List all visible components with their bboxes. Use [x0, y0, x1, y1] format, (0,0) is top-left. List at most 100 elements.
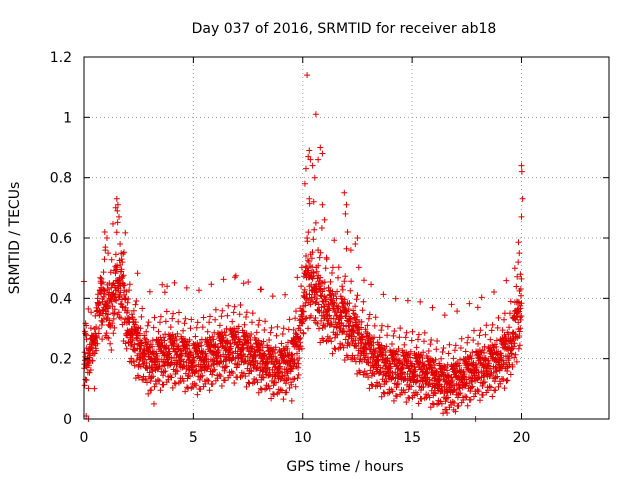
- data-point: [489, 393, 496, 400]
- data-point: [511, 343, 517, 350]
- data-point: [412, 366, 419, 373]
- data-point: [247, 367, 253, 374]
- data-point: [329, 270, 335, 276]
- data-point: [449, 377, 456, 384]
- data-point: [429, 304, 436, 311]
- data-point: [151, 314, 158, 321]
- data-point: [450, 388, 457, 395]
- data-point: [82, 376, 89, 383]
- data-point: [479, 347, 486, 354]
- data-point: [335, 274, 341, 281]
- data-point: [178, 351, 185, 357]
- data-point: [511, 354, 518, 361]
- data-point: [329, 264, 336, 271]
- data-point: [293, 308, 299, 315]
- data-point: [99, 336, 106, 343]
- data-point: [317, 144, 324, 151]
- data-point: [282, 291, 289, 298]
- data-point: [94, 340, 101, 347]
- data-point: [351, 354, 358, 361]
- data-point: [445, 350, 452, 357]
- data-point: [130, 358, 137, 365]
- data-point: [81, 349, 88, 356]
- data-point: [119, 259, 126, 266]
- data-point: [342, 336, 349, 343]
- data-point: [511, 265, 518, 272]
- data-point: [339, 283, 346, 290]
- data-point: [112, 296, 119, 303]
- data-point: [187, 373, 193, 380]
- data-point: [285, 339, 291, 346]
- data-point: [434, 338, 441, 344]
- data-point: [377, 383, 384, 390]
- data-point: [81, 382, 88, 389]
- data-point: [200, 314, 207, 321]
- data-point: [111, 310, 118, 317]
- data-point: [277, 386, 284, 393]
- data-point: [341, 357, 348, 363]
- data-point: [298, 319, 305, 326]
- y-tick-label: 1.2: [50, 50, 72, 66]
- data-point: [159, 281, 166, 288]
- data-point: [431, 389, 438, 396]
- data-point: [129, 337, 136, 344]
- data-point: [112, 270, 119, 277]
- data-point: [322, 265, 329, 272]
- data-point: [261, 327, 268, 333]
- data-point: [316, 325, 322, 332]
- data-point: [497, 380, 504, 387]
- data-point: [116, 293, 123, 300]
- data-point: [290, 326, 297, 333]
- data-point: [514, 273, 521, 280]
- data-point: [280, 325, 287, 332]
- data-point: [187, 325, 194, 332]
- data-point: [266, 337, 273, 343]
- data-point: [391, 397, 397, 404]
- data-point: [438, 400, 445, 407]
- data-point: [483, 322, 490, 329]
- data-point: [249, 319, 255, 326]
- data-point: [517, 325, 524, 332]
- data-point: [107, 269, 114, 276]
- data-point: [365, 374, 372, 381]
- data-point: [507, 371, 514, 378]
- data-point: [191, 380, 198, 387]
- data-point: [303, 165, 309, 172]
- data-point: [306, 195, 313, 202]
- data-point: [362, 326, 369, 333]
- data-point: [273, 332, 280, 339]
- data-point: [457, 390, 464, 397]
- data-point: [149, 343, 156, 350]
- data-point: [188, 316, 195, 323]
- data-point: [309, 249, 316, 256]
- data-point: [117, 241, 124, 247]
- data-point: [257, 385, 264, 392]
- data-point: [156, 378, 163, 384]
- data-point: [355, 264, 362, 271]
- data-point: [463, 394, 470, 401]
- data-point: [379, 322, 385, 329]
- data-point: [418, 396, 425, 402]
- data-point: [98, 280, 105, 287]
- data-point: [331, 237, 338, 244]
- data-point: [273, 379, 279, 386]
- data-point: [183, 350, 190, 357]
- data-point: [96, 325, 102, 332]
- data-point: [112, 284, 118, 291]
- data-point: [89, 357, 96, 364]
- data-point: [512, 351, 519, 358]
- data-point: [493, 343, 500, 350]
- data-point: [231, 274, 238, 281]
- data-point: [417, 298, 424, 305]
- data-point: [198, 342, 205, 349]
- data-point: [175, 318, 182, 325]
- data-point: [95, 300, 102, 307]
- data-point: [307, 156, 314, 163]
- data-point: [262, 318, 269, 325]
- data-point: [260, 374, 267, 381]
- data-point: [384, 332, 391, 339]
- data-point: [149, 368, 155, 375]
- data-point: [133, 357, 140, 363]
- data-point: [421, 329, 428, 336]
- data-point: [240, 280, 247, 287]
